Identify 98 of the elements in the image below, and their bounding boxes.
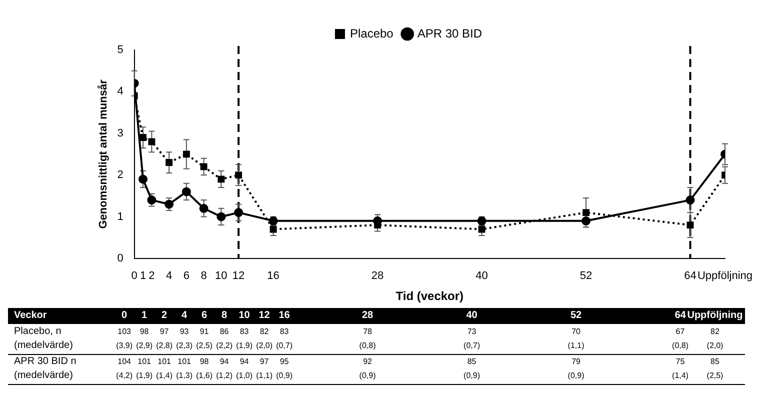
text: (0,9) <box>568 371 584 380</box>
text: (0,9) <box>276 371 293 380</box>
x-tick-label: 0 <box>131 270 138 282</box>
text: (medelvärde) <box>14 370 73 381</box>
text: (0,7) <box>276 341 293 350</box>
x-tick-label: 12 <box>232 270 245 282</box>
text: (medelvärde) <box>14 340 73 351</box>
text: (2,5) <box>196 341 213 350</box>
text: 82 <box>710 327 720 336</box>
text: 75 <box>676 357 685 366</box>
y-tick-label: 0 <box>117 252 124 264</box>
text: 79 <box>572 357 580 366</box>
text: (1,6) <box>196 371 213 380</box>
text: 8 <box>222 310 228 321</box>
text: 52 <box>570 310 582 321</box>
text: 101 <box>158 357 171 366</box>
text: (1,0) <box>236 371 253 380</box>
text: (1,3) <box>176 371 193 380</box>
text: 93 <box>180 327 189 336</box>
x-tick-label: 1 <box>140 270 146 282</box>
text: (1,4) <box>672 371 688 380</box>
text: 98 <box>200 357 209 366</box>
text: (1,1) <box>568 341 584 350</box>
text: 2 <box>162 310 168 321</box>
text: 97 <box>160 327 169 336</box>
text: 92 <box>363 357 372 366</box>
text: 10 <box>238 310 250 321</box>
text: 12 <box>258 310 270 321</box>
text: 86 <box>220 327 229 336</box>
text: 78 <box>363 327 372 336</box>
y-axis-title: Genomsnittligt antal munsår <box>96 78 110 229</box>
text: 83 <box>280 327 289 336</box>
text: (1,4) <box>156 371 173 380</box>
text: 82 <box>260 327 269 336</box>
text: 16 <box>278 310 290 321</box>
text: 101 <box>178 357 191 366</box>
text: 70 <box>572 327 580 336</box>
y-tick-label: 2 <box>117 169 124 182</box>
text: 95 <box>280 357 289 366</box>
x-tick-label: Uppföljning <box>697 270 753 282</box>
text: Placebo, n <box>14 326 62 337</box>
text: (4,2) <box>116 371 133 380</box>
text: (0,7) <box>464 341 480 350</box>
text: (2,0) <box>706 341 724 350</box>
text: 101 <box>138 357 151 366</box>
text: 28 <box>362 310 374 321</box>
y-tick-label: 3 <box>117 127 124 140</box>
text: 83 <box>240 327 249 336</box>
text: (2,8) <box>156 341 173 350</box>
text: 97 <box>260 357 269 366</box>
legend-label: APR 30 BID <box>417 26 482 40</box>
text: (3,9) <box>116 341 133 350</box>
text: (1,1) <box>256 371 273 380</box>
x-tick-label: 16 <box>267 270 280 282</box>
x-tick-label: 2 <box>148 270 155 282</box>
text: 98 <box>140 327 149 336</box>
text: (2,3) <box>176 341 193 350</box>
x-tick-label: 6 <box>183 270 190 282</box>
text: 94 <box>220 357 229 366</box>
text: Uppföljning <box>687 310 743 321</box>
text: 40 <box>466 310 478 321</box>
text: 85 <box>710 357 720 366</box>
text: 4 <box>182 310 188 321</box>
text: (0,8) <box>672 341 688 350</box>
text: (1,2) <box>216 371 233 380</box>
text: APR 30 BID n <box>14 356 76 367</box>
x-tick-label: 28 <box>371 270 384 282</box>
y-tick-label: 1 <box>117 210 124 223</box>
text: (1,9) <box>236 341 253 350</box>
text: 91 <box>200 327 209 336</box>
text: (0,8) <box>359 341 376 350</box>
text: (2,9) <box>136 341 153 350</box>
x-tick-label: 64 <box>684 270 696 282</box>
y-tick-label: 5 <box>117 44 124 56</box>
text: 85 <box>467 357 476 366</box>
text: (2,5) <box>706 371 724 380</box>
text: Veckor <box>14 310 47 321</box>
text: (2,0) <box>256 341 273 350</box>
text: (0,9) <box>464 371 480 380</box>
text: 73 <box>467 327 476 336</box>
text: 103 <box>118 327 131 336</box>
text: 6 <box>202 310 208 321</box>
x-tick-label: 8 <box>200 270 207 282</box>
x-tick-label: 40 <box>476 270 488 282</box>
x-axis-title: Tid (veckor) <box>396 289 464 304</box>
text: 94 <box>240 357 249 366</box>
text: (0,9) <box>359 371 376 380</box>
text: 1 <box>142 310 148 321</box>
y-tick-label: 4 <box>117 86 124 98</box>
text: 67 <box>676 327 685 336</box>
text: 104 <box>118 357 131 366</box>
x-tick-label: 4 <box>166 270 172 282</box>
legend-label: Placebo <box>350 26 394 40</box>
x-tick-label: 52 <box>580 270 592 282</box>
text: 64 <box>674 310 686 321</box>
x-tick-label: 10 <box>215 270 228 282</box>
text: (1,9) <box>136 371 153 380</box>
text: (2,2) <box>216 341 233 350</box>
